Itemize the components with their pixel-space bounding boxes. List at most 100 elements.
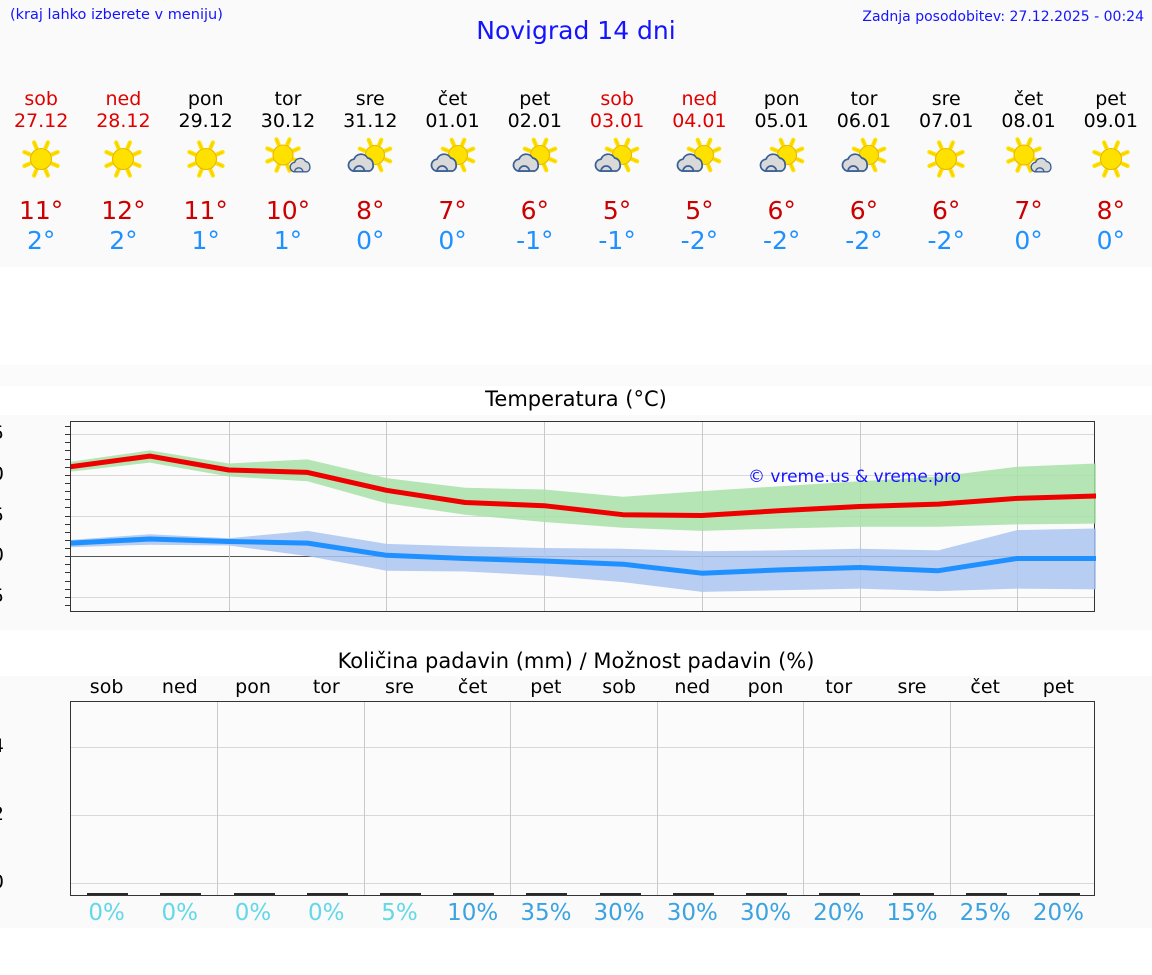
forecast-day-name: sre — [931, 88, 961, 110]
forecast-day-column[interactable]: čet 08.01 7° 0° — [987, 75, 1069, 267]
temp-minor-tick — [65, 442, 71, 444]
temp-gridline — [71, 474, 1094, 476]
temp-day-gridline — [228, 422, 230, 611]
forecast-day-name: pet — [1095, 88, 1127, 110]
forecast-day-column[interactable]: sob 27.12 11° 2° — [0, 75, 82, 267]
forecast-day-column[interactable]: tor 30.12 10° 1° — [247, 75, 329, 267]
precip-probability-label: 0% — [234, 900, 272, 926]
precip-day-label: pon — [235, 676, 271, 698]
spacer-band — [0, 365, 1152, 383]
forecast-day-date: 27.12 — [13, 110, 69, 132]
forecast-day-date: 03.01 — [589, 110, 645, 132]
precip-day-gridline — [803, 702, 805, 895]
temp-minor-tick — [65, 515, 71, 517]
precip-day-label: sre — [897, 676, 927, 698]
precip-day-gridline — [510, 702, 512, 895]
precip-day-label: pon — [747, 676, 784, 698]
forecast-max-temp: 5° — [602, 196, 632, 225]
forecast-day-column[interactable]: ned 28.12 12° 2° — [82, 75, 164, 267]
spacer-middle — [0, 630, 1152, 648]
page-title: Novigrad 14 dni — [476, 16, 676, 45]
temp-y-tick-label: 15 — [0, 422, 4, 444]
precip-bar — [965, 893, 1007, 895]
forecast-day-name: sob — [600, 88, 634, 110]
precip-y-tick-label: 0.02 — [0, 803, 4, 825]
temperature-plot-area: −5 0 5 10 15 — [0, 421, 1096, 612]
forecast-min-temp: 1° — [273, 226, 303, 255]
forecast-max-temp: 11° — [18, 196, 64, 225]
forecast-day-name: tor — [274, 88, 302, 110]
temp-y-tick-label: 10 — [0, 463, 4, 485]
forecast-day-column[interactable]: sob 03.01 5° -1° — [576, 75, 658, 267]
temp-minor-tick — [65, 483, 71, 484]
temp-minor-tick — [65, 474, 71, 476]
precip-probability-label: 10% — [447, 900, 499, 926]
forecast-day-column[interactable]: pon 05.01 6° -2° — [741, 75, 823, 267]
temp-minor-tick — [65, 539, 71, 541]
forecast-day-column[interactable]: tor 06.01 6° -2° — [823, 75, 905, 267]
forecast-day-column[interactable]: pet 09.01 8° 0° — [1070, 75, 1152, 267]
temp-minor-tick — [65, 450, 71, 452]
temp-gridline — [71, 434, 1094, 436]
precip-bar — [233, 893, 275, 895]
temp-minor-tick — [65, 434, 71, 436]
sun-cloud-icon — [411, 135, 493, 185]
temp-minor-tick — [65, 523, 71, 525]
forecast-day-column[interactable]: sre 31.12 8° 0° — [329, 75, 411, 267]
forecast-day-column[interactable]: pon 29.12 11° 1° — [165, 75, 247, 267]
page-header: (kraj lahko izberete v meniju) Novigrad … — [0, 0, 1152, 75]
forecast-day-date: 02.01 — [507, 110, 563, 132]
precip-probability-label: 0% — [308, 900, 345, 926]
forecast-day-date: 31.12 — [343, 110, 398, 132]
sun-icon — [905, 135, 987, 185]
temp-y-tick-label: −5 — [0, 585, 4, 607]
sun-icon — [165, 135, 247, 185]
forecast-max-temp: 6° — [520, 196, 550, 225]
precip-bar — [746, 893, 787, 895]
precip-y-tick-label: 0.00 — [0, 871, 4, 893]
temp-minor-tick — [65, 466, 71, 468]
forecast-max-temp: 12° — [101, 196, 146, 225]
precip-day-label: sre — [385, 676, 414, 698]
precip-day-label: tor — [312, 676, 340, 698]
forecast-min-temp: -2° — [845, 226, 883, 255]
temp-minor-tick — [65, 564, 71, 566]
forecast-min-temp: 0° — [1096, 226, 1125, 255]
precip-probability-label: 20% — [813, 900, 865, 926]
sun-cloud-icon — [658, 135, 740, 185]
precip-y-tick-label: 0.04 — [0, 735, 4, 757]
precip-gridline — [71, 883, 1094, 885]
forecast-day-name: ned — [105, 88, 142, 110]
forecast-max-temp: 6° — [932, 196, 961, 225]
temp-minor-tick — [65, 596, 71, 598]
forecast-day-column[interactable]: sre 07.01 6° -2° — [905, 75, 987, 267]
forecast-day-name: pon — [187, 88, 224, 110]
forecast-day-name: tor — [850, 88, 878, 110]
precip-probability-label: 30% — [593, 900, 645, 926]
temperature-chart-block: Temperatura (°C) −5 0 5 10 15 — [0, 383, 1152, 630]
sun-small-cloud-icon — [987, 135, 1069, 185]
precipitation-chart-title: Količina padavin (mm) / Možnost padavin … — [0, 648, 1152, 676]
precipitation-probability-row: 0% 0% 0% 0% 5% 10% 35% 30% 30% 30% 20% 15% 25% 20% — [70, 900, 1095, 930]
forecast-day-column[interactable]: čet 01.01 7° 0° — [411, 75, 493, 267]
temp-minor-tick — [65, 507, 71, 509]
temp-minor-tick — [65, 499, 71, 501]
forecast-max-temp: 6° — [767, 196, 796, 225]
forecast-strip: sob 27.12 11° 2° ned 28.12 12° 2° pon 29.12 11° 1° t… — [0, 75, 1152, 267]
temp-y-tick-label: 5 — [0, 504, 4, 526]
precip-gridline — [71, 746, 1094, 748]
temperature-chart-title: Temperatura (°C) — [0, 386, 1152, 415]
forecast-day-date: 30.12 — [260, 110, 316, 132]
temp-minor-tick — [65, 572, 71, 574]
precip-bar — [599, 893, 641, 895]
forecast-day-column[interactable]: ned 04.01 5° -2° — [658, 75, 740, 267]
forecast-day-column[interactable]: pet 02.01 6° -1° — [494, 75, 576, 267]
sun-cloud-icon — [329, 135, 411, 185]
temperature-line — [71, 536, 1096, 576]
precip-bar — [380, 893, 421, 895]
temp-day-gridline — [386, 422, 388, 611]
last-updated-text: Zadnja posodobitev: 27.12.2025 - 00:24 — [862, 9, 1144, 25]
sun-icon — [82, 135, 164, 185]
precip-gridline — [71, 814, 1094, 816]
forecast-min-temp: -2° — [927, 226, 965, 255]
